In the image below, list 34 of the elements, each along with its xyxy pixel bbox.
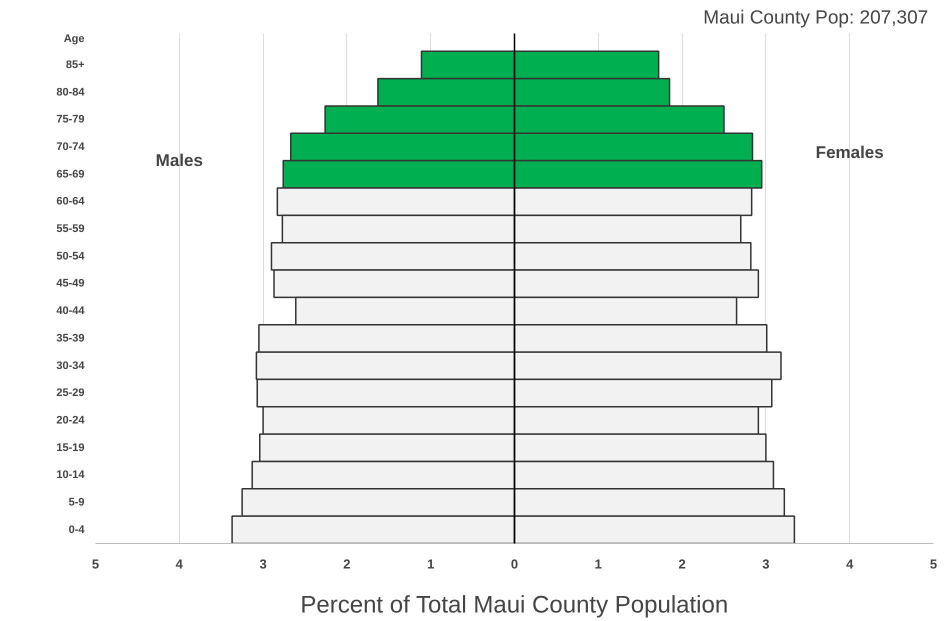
y-tick-label: 75-79 bbox=[56, 114, 85, 126]
y-tick-label: 60-64 bbox=[56, 196, 86, 208]
x-tick-label: 2 bbox=[343, 556, 351, 572]
y-tick-label: 40-44 bbox=[56, 305, 86, 318]
y-tick-label: 0-4 bbox=[68, 524, 86, 536]
y-tick-label: 30-34 bbox=[56, 360, 86, 372]
y-tick-label: 65-69 bbox=[56, 168, 85, 180]
x-axis-title: Percent of Total Maui County Population bbox=[300, 592, 728, 618]
x-tick-label: 3 bbox=[762, 556, 770, 572]
y-tick-label: 50-54 bbox=[56, 250, 86, 262]
y-tick-label: 25-29 bbox=[56, 387, 85, 400]
y-tick-label: 55-59 bbox=[56, 223, 85, 236]
x-tick-label: 5 bbox=[930, 556, 938, 572]
y-tick-label: 5-9 bbox=[68, 496, 85, 508]
y-axis-title: Age bbox=[64, 32, 84, 45]
x-tick-label: 3 bbox=[259, 556, 267, 572]
chart-subtitle: Maui County Pop: 207,307 bbox=[703, 8, 928, 28]
y-tick-label: 35-39 bbox=[56, 332, 85, 344]
y-tick-label: 85+ bbox=[66, 58, 85, 71]
y-tick-label: 20-24 bbox=[56, 414, 86, 426]
x-tick-label: 0 bbox=[510, 556, 518, 572]
annotation: Females bbox=[816, 142, 884, 162]
y-tick-label: 45-49 bbox=[56, 278, 85, 290]
x-tick-label: 1 bbox=[427, 556, 434, 572]
x-tick-label: 2 bbox=[678, 556, 686, 572]
annotation: Males bbox=[156, 151, 203, 170]
x-tick-label: 1 bbox=[594, 556, 602, 572]
x-tick-label: 4 bbox=[176, 556, 184, 572]
x-tick-label: 4 bbox=[846, 556, 854, 572]
y-tick-label: 80-84 bbox=[56, 86, 86, 98]
y-tick-label: 10-14 bbox=[56, 469, 86, 482]
y-tick-label: 70-74 bbox=[56, 140, 86, 153]
x-tick-label: 5 bbox=[92, 556, 100, 572]
y-tick-label: 15-19 bbox=[56, 442, 85, 454]
